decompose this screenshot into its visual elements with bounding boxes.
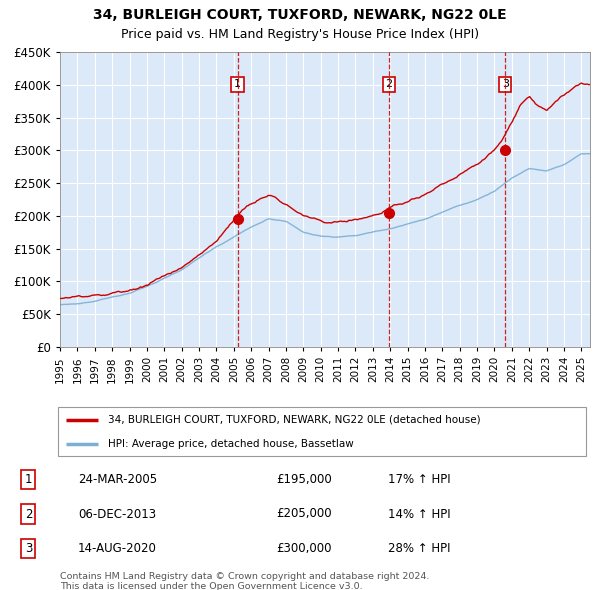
Text: 3: 3 xyxy=(502,80,509,90)
Text: 3: 3 xyxy=(25,542,32,555)
Text: £195,000: £195,000 xyxy=(277,473,332,486)
FancyBboxPatch shape xyxy=(58,407,586,456)
Text: 34, BURLEIGH COURT, TUXFORD, NEWARK, NG22 0LE: 34, BURLEIGH COURT, TUXFORD, NEWARK, NG2… xyxy=(93,8,507,22)
Text: 17% ↑ HPI: 17% ↑ HPI xyxy=(388,473,450,486)
Text: 2: 2 xyxy=(385,80,392,90)
Text: 34, BURLEIGH COURT, TUXFORD, NEWARK, NG22 0LE (detached house): 34, BURLEIGH COURT, TUXFORD, NEWARK, NG2… xyxy=(109,415,481,425)
Text: 2: 2 xyxy=(25,507,32,520)
Text: Price paid vs. HM Land Registry's House Price Index (HPI): Price paid vs. HM Land Registry's House … xyxy=(121,28,479,41)
Text: £205,000: £205,000 xyxy=(277,507,332,520)
Text: 14% ↑ HPI: 14% ↑ HPI xyxy=(388,507,450,520)
Text: 14-AUG-2020: 14-AUG-2020 xyxy=(78,542,157,555)
Text: HPI: Average price, detached house, Bassetlaw: HPI: Average price, detached house, Bass… xyxy=(109,439,354,449)
Text: 1: 1 xyxy=(25,473,32,486)
Text: 06-DEC-2013: 06-DEC-2013 xyxy=(78,507,156,520)
Text: 1: 1 xyxy=(234,80,241,90)
Text: £300,000: £300,000 xyxy=(277,542,332,555)
Text: 28% ↑ HPI: 28% ↑ HPI xyxy=(388,542,450,555)
Text: 24-MAR-2005: 24-MAR-2005 xyxy=(78,473,157,486)
Text: Contains HM Land Registry data © Crown copyright and database right 2024.
This d: Contains HM Land Registry data © Crown c… xyxy=(60,572,430,590)
